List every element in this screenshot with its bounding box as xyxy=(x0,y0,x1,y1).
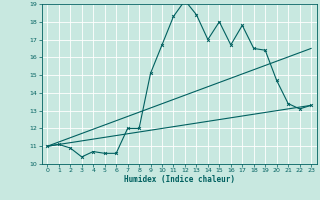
X-axis label: Humidex (Indice chaleur): Humidex (Indice chaleur) xyxy=(124,175,235,184)
